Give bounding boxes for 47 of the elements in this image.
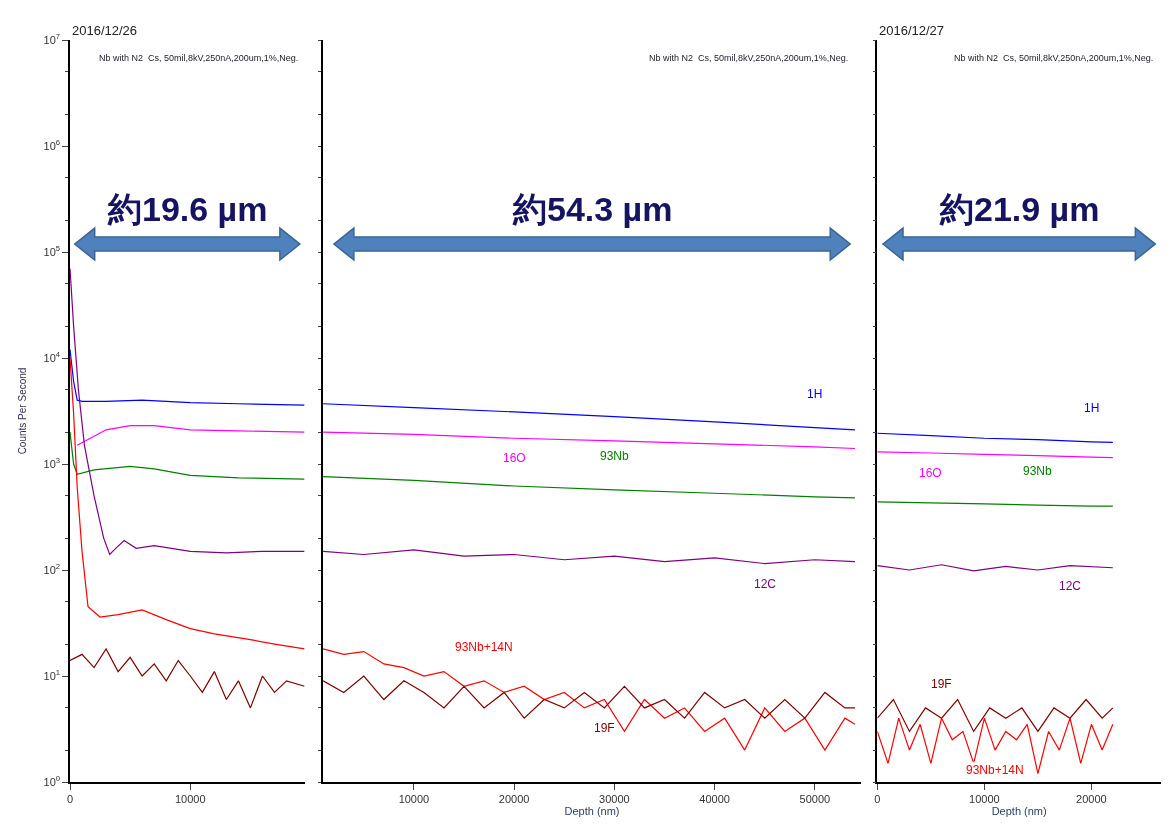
annotation: 約19.6 µm bbox=[107, 190, 268, 228]
series-label: 12C bbox=[754, 577, 777, 591]
x-tick-label: 20000 bbox=[498, 792, 530, 805]
x-tick-label: 0 bbox=[66, 792, 74, 805]
text: 93Nb bbox=[1023, 464, 1053, 478]
x-tick-label: 10000 bbox=[969, 792, 1000, 805]
y-tick-label: 10$^{6}$ bbox=[43, 138, 61, 152]
x-tick-label: 30000 bbox=[599, 792, 630, 805]
y-tick-label: 10$^{0}$ bbox=[43, 774, 61, 788]
x-tick-label: 50000 bbox=[799, 792, 831, 805]
series-label: 93Nb+14N bbox=[966, 763, 1024, 777]
text: 1H bbox=[1084, 401, 1100, 415]
text: 1H bbox=[807, 387, 823, 401]
x-tick-label: 10000 bbox=[174, 792, 206, 805]
series-label: 16O bbox=[503, 451, 526, 465]
y-axis-title: Counts Per Second bbox=[17, 367, 29, 455]
line-series bbox=[70, 431, 305, 480]
x-axis-title: Depth (nm) bbox=[991, 804, 1047, 817]
y-tick-label: 10$^{4}$ bbox=[43, 350, 61, 364]
y-tick-label: 10$^{7}$ bbox=[43, 32, 61, 46]
annotation: 約54.3 µm bbox=[512, 190, 673, 228]
text: Nb with N2 Cs, 50mil,8kV,250nA,200um,1%,Neg. bbox=[649, 53, 849, 63]
series-label: 19F bbox=[594, 721, 615, 735]
line-series bbox=[70, 648, 305, 709]
chart-title: 2016/12/27 bbox=[879, 23, 945, 38]
line-series bbox=[76, 425, 305, 446]
y-tick-label: 10$^{5}$ bbox=[43, 244, 61, 258]
x-tick-label: 40000 bbox=[699, 792, 730, 805]
text: Nb with N2 Cs, 50mil,8kV,250nA,200um,1%,Neg. bbox=[954, 53, 1154, 63]
series-label: 12C bbox=[1059, 579, 1082, 593]
x-tick-label: 10000 bbox=[398, 792, 430, 805]
x-tick-label: 0 bbox=[874, 792, 881, 805]
line-series bbox=[70, 357, 305, 650]
y-tick-label: 10$^{3}$ bbox=[43, 456, 61, 470]
text: 93Nb bbox=[600, 449, 630, 463]
series-label: 19F bbox=[931, 677, 952, 691]
text: Nb with N2 Cs, 50mil,8kV,250nA,200um,1%,Neg. bbox=[99, 53, 299, 63]
y-tick-label: 10$^{2}$ bbox=[43, 562, 61, 576]
x-axis-title: Depth (nm) bbox=[564, 804, 620, 817]
annotation: 約21.9 µm bbox=[939, 190, 1100, 228]
line-series bbox=[70, 349, 305, 406]
chart-title: 2016/12/26 bbox=[72, 23, 138, 38]
series-label: 93Nb+14N bbox=[455, 640, 513, 654]
series-label: 16O bbox=[919, 466, 942, 480]
line-series bbox=[70, 267, 305, 556]
x-tick-label: 20000 bbox=[1076, 792, 1107, 805]
y-tick-label: 10$^{1}$ bbox=[43, 668, 61, 682]
